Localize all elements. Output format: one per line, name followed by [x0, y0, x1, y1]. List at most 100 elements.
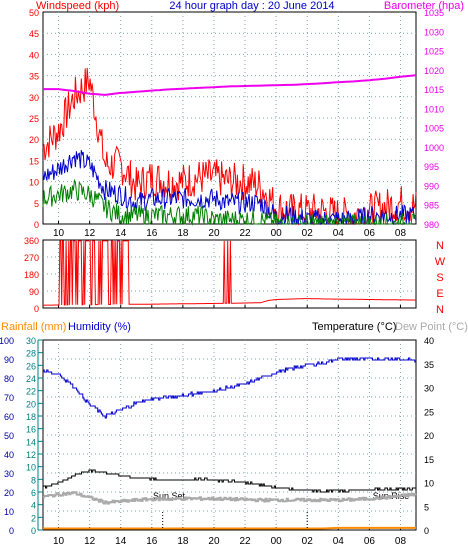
humidity-y-tick-label: 4	[31, 501, 36, 511]
rainfall-y-tick-label: 30	[4, 469, 14, 479]
humidity-y-tick-label: 16	[26, 425, 36, 435]
x-tick-label-bottom: 18	[177, 536, 189, 547]
x-tick-label-bottom: 06	[364, 536, 376, 547]
x-tick-label-bottom: 16	[146, 536, 158, 547]
temperature-y-tick-label: 5	[424, 502, 429, 512]
barometer-y-tick-label: 995	[424, 162, 439, 172]
direction-y-tick-label: 180	[24, 270, 39, 280]
wind-lull-series	[42, 178, 417, 226]
rainfall-y-tick-label: 70	[4, 393, 14, 403]
rainfall-y-tick-label: 80	[4, 374, 14, 384]
wind-average-series	[42, 150, 417, 226]
humidity-y-tick-label: 12	[26, 450, 36, 460]
rainfall-axis-title: Rainfall (mm)	[1, 321, 66, 333]
humidity-y-tick-label: 10	[26, 463, 36, 473]
x-tick-label-bottom: 12	[84, 536, 96, 547]
direction-y-tick-label: 360	[24, 236, 39, 246]
barometer-y-tick-label: 1000	[424, 143, 444, 153]
rainfall-y-tick-label: 0	[9, 526, 14, 536]
temperature-y-tick-label: 25	[424, 407, 434, 417]
humidity-y-tick-label: 22	[26, 387, 36, 397]
wind-y-tick-label: 15	[29, 156, 39, 166]
barometer-y-tick-label: 985	[424, 201, 439, 211]
x-tick-label-bottom: 20	[208, 536, 220, 547]
humidity-y-tick-label: 6	[31, 488, 36, 498]
humidity-y-tick-label: 24	[26, 374, 36, 384]
rainfall-y-tick-label: 100	[0, 336, 14, 346]
windspeed-axis-title: Windspeed (kph)	[36, 0, 119, 12]
barometer-series	[43, 74, 417, 96]
temperature-axis-title: Temperature (°C)	[312, 321, 396, 333]
x-tick-label-bottom: 08	[395, 536, 407, 547]
x-tick-label-top: 06	[364, 228, 376, 239]
barometer-y-tick-label: 1030	[424, 27, 444, 37]
barometer-axis-title: Barometer (hpa)	[384, 0, 464, 12]
x-tick-label-top: 14	[115, 228, 127, 239]
humidity-axis-title: Humidity (%)	[68, 321, 131, 333]
rainfall-y-tick-label: 60	[4, 412, 14, 422]
x-tick-label-top: 00	[271, 228, 283, 239]
humidity-y-tick-label: 20	[26, 399, 36, 409]
temperature-y-tick-label: 20	[424, 431, 434, 441]
wind-direction-series	[43, 240, 416, 306]
rainfall-y-tick-label: 20	[4, 488, 14, 498]
direction-y-tick-label: 270	[24, 253, 39, 263]
humidity-y-tick-label: 30	[26, 336, 36, 346]
barometer-y-tick-label: 980	[424, 220, 439, 230]
x-tick-label-top: 10	[53, 228, 65, 239]
sun-set-label: Sun Set	[153, 491, 186, 501]
wind-y-tick-label: 5	[34, 199, 39, 209]
rainfall-y-tick-label: 90	[4, 355, 14, 365]
x-tick-label-top: 02	[302, 228, 314, 239]
humidity-y-tick-label: 0	[31, 526, 36, 536]
humidity-series	[43, 357, 416, 419]
wind-y-tick-label: 45	[29, 29, 39, 39]
x-tick-label-bottom: 22	[239, 536, 251, 547]
x-tick-label-bottom: 04	[333, 536, 345, 547]
humidity-y-tick-label: 26	[26, 361, 36, 371]
rainfall-y-tick-label: 40	[4, 450, 14, 460]
x-tick-label-bottom: 14	[115, 536, 127, 547]
x-tick-label-top: 20	[208, 228, 220, 239]
wind-y-tick-label: 10	[29, 178, 39, 188]
temperature-y-tick-label: 30	[424, 384, 434, 394]
humidity-y-tick-label: 8	[31, 475, 36, 485]
direction-y-tick-label: 0	[34, 304, 39, 314]
wind-plot-frame	[42, 11, 417, 225]
compass-label-w: W	[435, 256, 446, 268]
wind-y-tick-label: 20	[29, 135, 39, 145]
humidity-y-tick-label: 28	[26, 349, 36, 359]
rainfall-y-tick-label: 10	[4, 507, 14, 517]
rainfall-series	[43, 526, 416, 530]
barometer-y-tick-label: 1010	[424, 104, 444, 114]
compass-label-n-top: N	[436, 240, 444, 252]
barometer-y-tick-label: 990	[424, 181, 439, 191]
humidity-y-tick-label: 14	[26, 437, 36, 447]
wind-y-tick-label: 35	[29, 72, 39, 82]
temperature-y-tick-label: 40	[424, 336, 434, 346]
compass-label-s: S	[436, 272, 443, 284]
rainfall-y-tick-label: 50	[4, 431, 14, 441]
humidity-y-tick-label: 2	[31, 513, 36, 523]
x-tick-label-top: 22	[239, 228, 251, 239]
x-tick-label-bottom: 02	[302, 536, 314, 547]
wind-y-tick-label: 40	[29, 50, 39, 60]
direction-y-tick-label: 90	[29, 287, 39, 297]
compass-label-n-bottom: N	[436, 304, 444, 316]
temperature-y-tick-label: 35	[424, 360, 434, 370]
x-tick-label-bottom: 00	[271, 536, 283, 547]
barometer-y-tick-label: 1025	[424, 47, 444, 57]
barometer-y-tick-label: 1005	[424, 124, 444, 134]
dewpoint-axis-title: Dew Point (°C)	[395, 321, 468, 333]
barometer-y-tick-label: 1035	[424, 8, 444, 18]
chart-title: 24 hour graph day : 20 June 2014	[169, 0, 334, 12]
compass-label-e: E	[436, 288, 443, 300]
x-tick-label-top: 08	[395, 228, 407, 239]
x-tick-label-top: 16	[146, 228, 158, 239]
x-tick-label-top: 12	[84, 228, 96, 239]
wind-y-tick-label: 30	[29, 93, 39, 103]
wind-y-tick-label: 25	[29, 114, 39, 124]
temperature-series	[43, 469, 416, 493]
compass-labels: N W S E N	[435, 240, 446, 316]
